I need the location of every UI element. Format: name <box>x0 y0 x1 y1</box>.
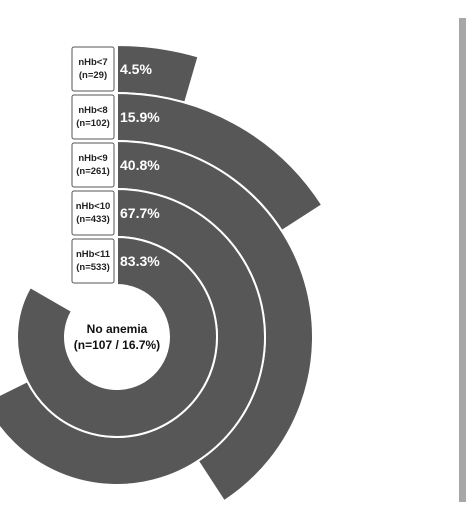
center-label-line2: (n=107 / 16.7%) <box>74 338 160 352</box>
threshold-label-box <box>71 190 115 236</box>
percent-label: 4.5% <box>120 61 152 77</box>
threshold-count: (n=102) <box>76 118 110 129</box>
arc-layer <box>0 43 324 503</box>
percent-label: 40.8% <box>120 157 160 173</box>
center-label-line1: No anemia <box>87 322 148 336</box>
threshold-count: (n=533) <box>76 262 110 273</box>
threshold-label: nHb<10 <box>76 201 111 212</box>
threshold-label: nHb<9 <box>78 153 107 164</box>
threshold-label: nHb<7 <box>78 57 107 68</box>
threshold-label-box <box>71 142 115 188</box>
side-divider <box>459 18 466 502</box>
threshold-label-box <box>71 94 115 140</box>
threshold-label-box <box>71 238 115 284</box>
percent-label: 67.7% <box>120 205 160 221</box>
threshold-label: nHb<11 <box>76 249 111 260</box>
threshold-count: (n=433) <box>76 214 110 225</box>
threshold-label: nHb<8 <box>78 105 107 116</box>
percent-label: 15.9% <box>120 109 160 125</box>
percent-label: 83.3% <box>120 253 160 269</box>
threshold-count: (n=29) <box>79 70 107 81</box>
arc-nhb-11 <box>16 235 218 438</box>
threshold-label-box <box>71 46 115 92</box>
label-layer: nHb<7 (n=29) 4.5% nHb<8 (n=102) 15.9% nHb<9 (n=… <box>71 46 160 284</box>
threshold-count: (n=261) <box>76 166 110 177</box>
